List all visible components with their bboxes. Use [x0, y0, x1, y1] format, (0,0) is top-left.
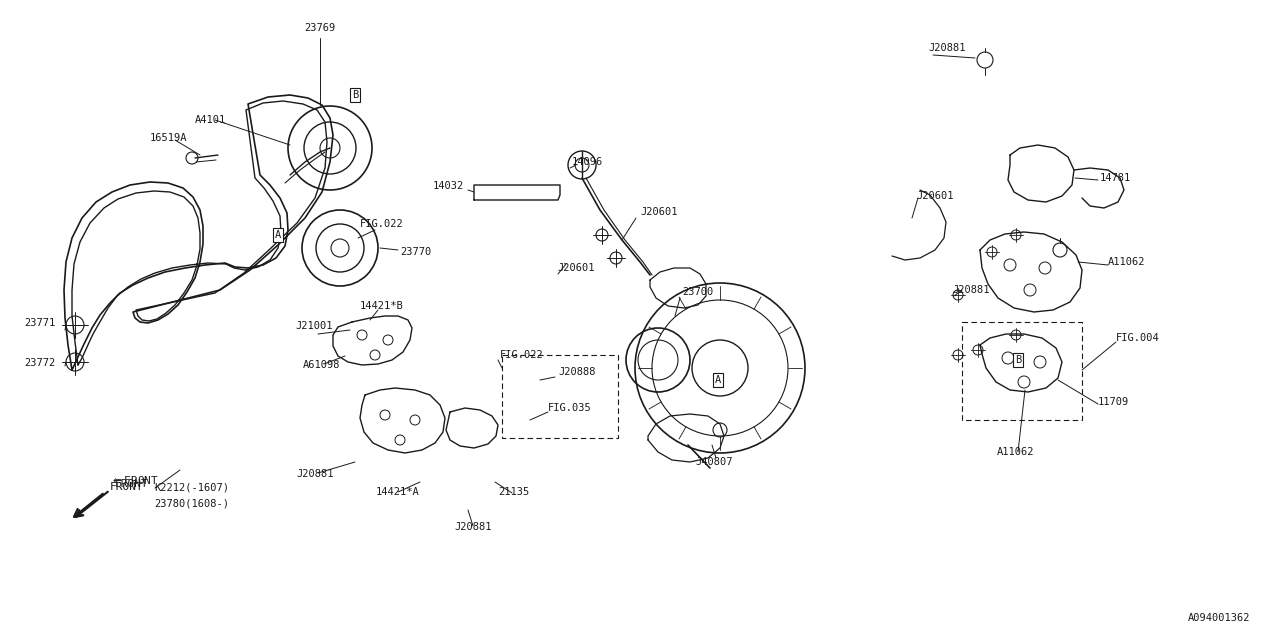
Text: $\leftarrow$FRONT: $\leftarrow$FRONT [110, 474, 159, 486]
Text: B: B [352, 90, 358, 100]
Text: K2212(-1607): K2212(-1607) [154, 483, 229, 493]
Text: A094001362: A094001362 [1188, 613, 1251, 623]
Text: 23769: 23769 [305, 23, 335, 33]
Text: B: B [1015, 355, 1021, 365]
Text: 23770: 23770 [399, 247, 431, 257]
Text: J20601: J20601 [640, 207, 677, 217]
Text: J21001: J21001 [296, 321, 333, 331]
Text: A11062: A11062 [997, 447, 1034, 457]
Text: 14032: 14032 [433, 181, 465, 191]
Text: FRONT: FRONT [110, 482, 143, 492]
Text: J20888: J20888 [558, 367, 595, 377]
Text: 23780(1608-): 23780(1608-) [154, 498, 229, 508]
Text: FRONT: FRONT [115, 479, 148, 489]
Text: 21135: 21135 [498, 487, 530, 497]
Text: 23771: 23771 [24, 318, 55, 328]
Text: 23772: 23772 [24, 358, 55, 368]
Text: 14421*B: 14421*B [360, 301, 404, 311]
Text: J20881: J20881 [454, 522, 492, 532]
Text: A: A [275, 230, 282, 240]
Text: 16519A: 16519A [150, 133, 187, 143]
Text: J20601: J20601 [557, 263, 594, 273]
Text: J20881: J20881 [952, 285, 989, 295]
Text: 14781: 14781 [1100, 173, 1132, 183]
Text: 14096: 14096 [572, 157, 603, 167]
Text: J40807: J40807 [695, 457, 732, 467]
Text: 23700: 23700 [682, 287, 713, 297]
Text: A11062: A11062 [1108, 257, 1146, 267]
Text: J20881: J20881 [928, 43, 965, 53]
Text: J20601: J20601 [916, 191, 954, 201]
Text: A4101: A4101 [195, 115, 225, 125]
Text: 11709: 11709 [1098, 397, 1129, 407]
Text: J20881: J20881 [296, 469, 334, 479]
Text: A: A [714, 375, 721, 385]
Text: FIG.022: FIG.022 [360, 219, 404, 229]
Text: A61098: A61098 [303, 360, 340, 370]
Text: FIG.035: FIG.035 [548, 403, 591, 413]
Text: FIG.004: FIG.004 [1116, 333, 1160, 343]
Text: 14421*A: 14421*A [376, 487, 420, 497]
Text: FIG.022: FIG.022 [500, 350, 544, 360]
